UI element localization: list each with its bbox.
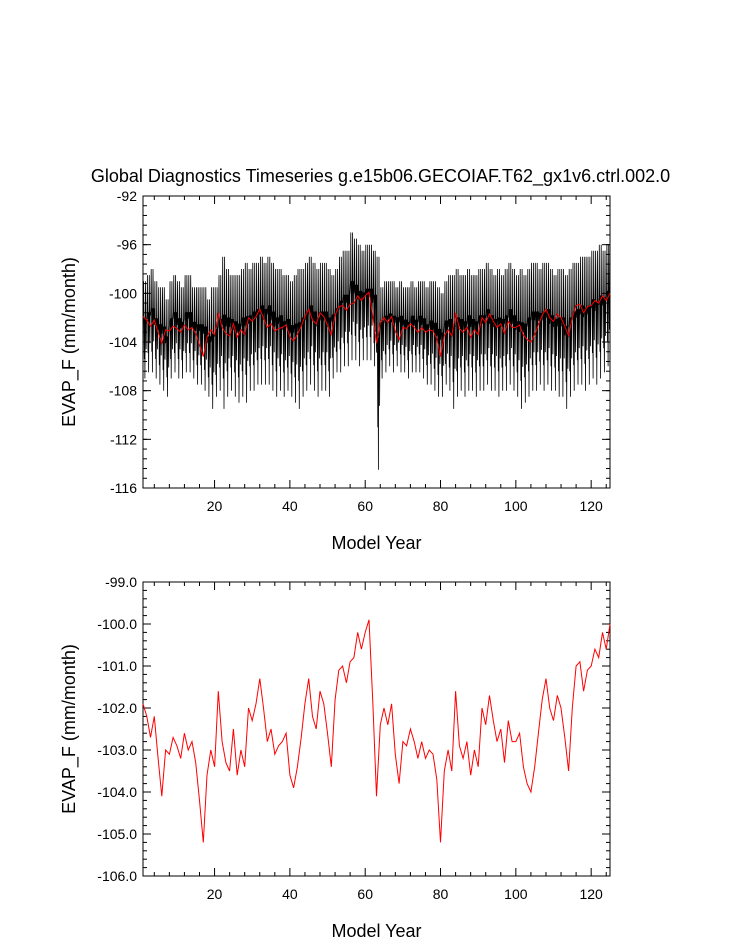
y-tick-label: -104	[109, 334, 137, 350]
x-tick-label: 120	[579, 886, 603, 902]
y-tick-label: -108	[109, 383, 137, 399]
x-tick-label: 40	[282, 886, 298, 902]
x-tick-label: 120	[579, 498, 603, 514]
y-tick-label: -99.0	[105, 574, 137, 590]
y-tick-label: -96	[117, 237, 137, 253]
y-tick-label: -105.0	[97, 826, 137, 842]
y-tick-label: -112	[110, 431, 137, 447]
y-tick-label: -102.0	[97, 700, 137, 716]
x-tick-label: 80	[433, 886, 449, 902]
chart-title: Global Diagnostics Timeseries g.e15b06.G…	[91, 166, 670, 187]
y-tick-label: -101.0	[97, 658, 137, 674]
x-tick-label: 20	[207, 498, 223, 514]
bottom-chart: 20 40 60 80 100 120 -99.0 -100.0 -101.0 -102.0 -10…	[59, 574, 611, 941]
y-axis-label: EVAP_F (mm/month)	[59, 644, 80, 814]
x-tick-label: 40	[282, 498, 298, 514]
top-chart: 20 40 60 80 100 120 -92 -96 -100 -104 -108 -112 -116…	[59, 166, 670, 553]
series-line-annual-mean	[142, 291, 611, 357]
x-tick-label: 60	[357, 498, 373, 514]
x-tick-label: 100	[504, 498, 528, 514]
y-tick-label: -100	[109, 285, 137, 301]
x-axis-label: Model Year	[331, 921, 421, 941]
x-tick-label: 80	[433, 498, 449, 514]
y-tick-label: -104.0	[97, 784, 137, 800]
x-tick-label: 60	[357, 886, 373, 902]
x-tick-label: 20	[207, 886, 223, 902]
x-axis-label: Model Year	[331, 533, 421, 553]
y-axis-label: EVAP_F (mm/month)	[59, 257, 80, 427]
x-tick-label: 100	[504, 886, 528, 902]
y-tick-label: -100.0	[97, 616, 137, 632]
series-line-annual-mean	[142, 619, 611, 843]
y-tick-label: -103.0	[97, 742, 137, 758]
y-tick-label: -106.0	[97, 868, 137, 884]
y-tick-label: -116	[110, 480, 137, 496]
plot-frame	[142, 581, 611, 877]
series-line-monthly	[142, 232, 611, 470]
y-tick-label: -92	[117, 188, 137, 204]
